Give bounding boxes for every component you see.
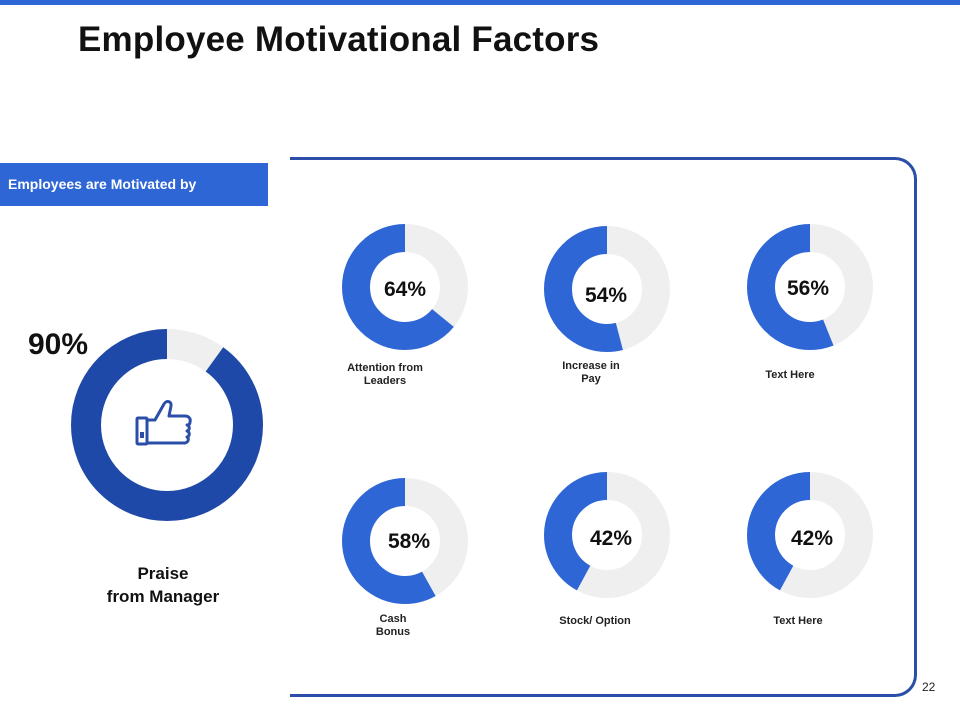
top-accent-bar: [0, 0, 960, 5]
factor-donut-arc: [747, 472, 873, 598]
factor-label: Text Here: [730, 369, 850, 382]
praise-label-line-2: from Manager: [106, 587, 220, 606]
praise-percent-label: 90%: [28, 328, 89, 361]
factor-percent-label: 64%: [384, 278, 427, 301]
factor-percent-label: 42%: [590, 527, 633, 550]
factor-label-line: Attention from: [347, 362, 423, 374]
praise-donut-arc: [71, 329, 263, 521]
praise-label: Praise from Manager: [70, 562, 256, 608]
factor-percent-label: 58%: [388, 530, 431, 553]
praise-label-line-1: Praise: [137, 564, 189, 583]
factor-donut-3: [747, 224, 873, 350]
factor-donut-1: [342, 224, 468, 350]
factor-label: Attention from Leaders: [325, 362, 445, 388]
factor-label-line: Text Here: [773, 615, 823, 627]
section-label: Employees are Motivated by: [0, 163, 268, 206]
factor-percent-label: 54%: [585, 284, 628, 307]
factor-donut-arc: [342, 478, 468, 604]
factor-label: Text Here: [738, 615, 858, 628]
factor-percent-label: 42%: [791, 527, 834, 550]
factor-donut-6: [747, 472, 873, 598]
factor-label-line: Increase in: [562, 360, 620, 372]
factor-percent-label: 56%: [787, 277, 830, 300]
thumbs-up-icon: [135, 400, 192, 446]
factor-donut-2: [544, 226, 670, 352]
factor-label: Stock/ Option: [535, 615, 655, 628]
praise-donut-chart: [71, 329, 263, 521]
factor-label-line: Cash: [379, 613, 407, 625]
factor-donut-arc: [747, 224, 873, 350]
page-number: 22: [922, 680, 936, 694]
factor-label-line: Pay: [581, 373, 601, 385]
factor-label-line: Bonus: [375, 626, 411, 638]
factor-label-line: Leaders: [363, 375, 407, 387]
charts-panel: [290, 157, 917, 697]
factor-label-line: Text Here: [765, 369, 815, 381]
factor-label: Increase in Pay: [531, 360, 651, 386]
page-title: Employee Motivational Factors: [78, 20, 600, 59]
factor-donut-arc: [544, 472, 670, 598]
factor-label-line: Stock/ Option: [559, 615, 631, 627]
factor-donut-arc: [342, 224, 468, 350]
factor-donut-arc: [544, 226, 670, 352]
factor-label: Cash Bonus: [333, 613, 453, 639]
factor-donut-5: [544, 472, 670, 598]
factor-donut-4: [342, 478, 468, 604]
